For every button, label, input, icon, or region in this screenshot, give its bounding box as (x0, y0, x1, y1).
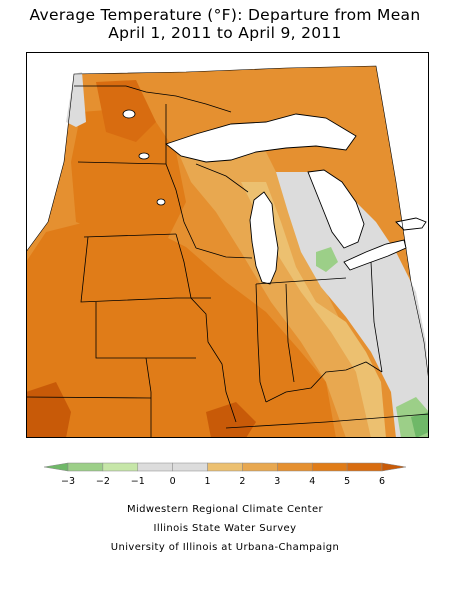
legend-tick-label: 2 (239, 476, 245, 487)
domain-outline (26, 65, 429, 438)
legend-swatch-6 (242, 462, 278, 472)
warm-region-plus6-south (206, 402, 256, 438)
cool-region-minus2-se (411, 412, 429, 438)
lake-michigan (249, 191, 279, 285)
legend-swatch-5 (207, 462, 243, 472)
map-border (26, 52, 429, 438)
legend-tick-label: 3 (274, 476, 280, 487)
warm-region-plus6-sw (26, 382, 71, 438)
legend-swatch-min (43, 462, 69, 472)
legend-tick-label: 0 (170, 476, 176, 487)
lake-ontario (395, 217, 427, 231)
title-line-1: Average Temperature (°F): Departure from… (29, 6, 421, 24)
near-normal-region (276, 172, 429, 438)
legend-tick-label: −1 (131, 476, 145, 487)
mille-lacs (156, 198, 166, 206)
mild-region-plus2 (176, 142, 376, 438)
warm-region-plus5-north (71, 107, 186, 242)
legend-swatch-max (381, 462, 407, 472)
legend-tick-label: −3 (61, 476, 75, 487)
legend-tick-label: 5 (344, 476, 350, 487)
credit-mrcc: Midwestern Regional Climate Center (126, 504, 324, 515)
legend-swatch-7 (277, 462, 313, 472)
color-legend: −3−2−101234567 (43, 462, 407, 487)
legend-swatch-1 (67, 462, 104, 472)
legend-swatch-9 (346, 462, 383, 472)
red-lake (138, 152, 150, 160)
legend-swatch-4 (172, 462, 208, 472)
legend-tick-label: 6 (379, 476, 385, 487)
title-line-2: April 1, 2011 to April 9, 2011 (108, 24, 342, 42)
credits: Midwestern Regional Climate Center Illin… (0, 500, 450, 557)
map-title: Average Temperature (°F): Departure from… (0, 6, 450, 42)
legend-swatch-3 (137, 462, 173, 472)
legend-swatch-8 (311, 462, 348, 472)
temperature-departure-map (26, 52, 429, 438)
cool-region-minus1-mi (316, 247, 338, 272)
credit-isws: Illinois State Water Survey (153, 523, 297, 534)
legend-swatches (43, 462, 407, 472)
warm-region-plus5 (26, 222, 336, 438)
legend-tick-label: 1 (205, 476, 211, 487)
legend-tick-label: −2 (96, 476, 110, 487)
legend-tick-label: 4 (309, 476, 315, 487)
credit-uiuc: University of Illinois at Urbana-Champai… (110, 542, 340, 553)
legend-ticks: −3−2−101234567 (61, 476, 385, 487)
lake-of-the-woods (122, 109, 136, 119)
lake-huron (307, 169, 365, 249)
legend-swatch-2 (102, 462, 139, 472)
lake-superior (165, 113, 357, 163)
state-boundaries (26, 85, 429, 438)
